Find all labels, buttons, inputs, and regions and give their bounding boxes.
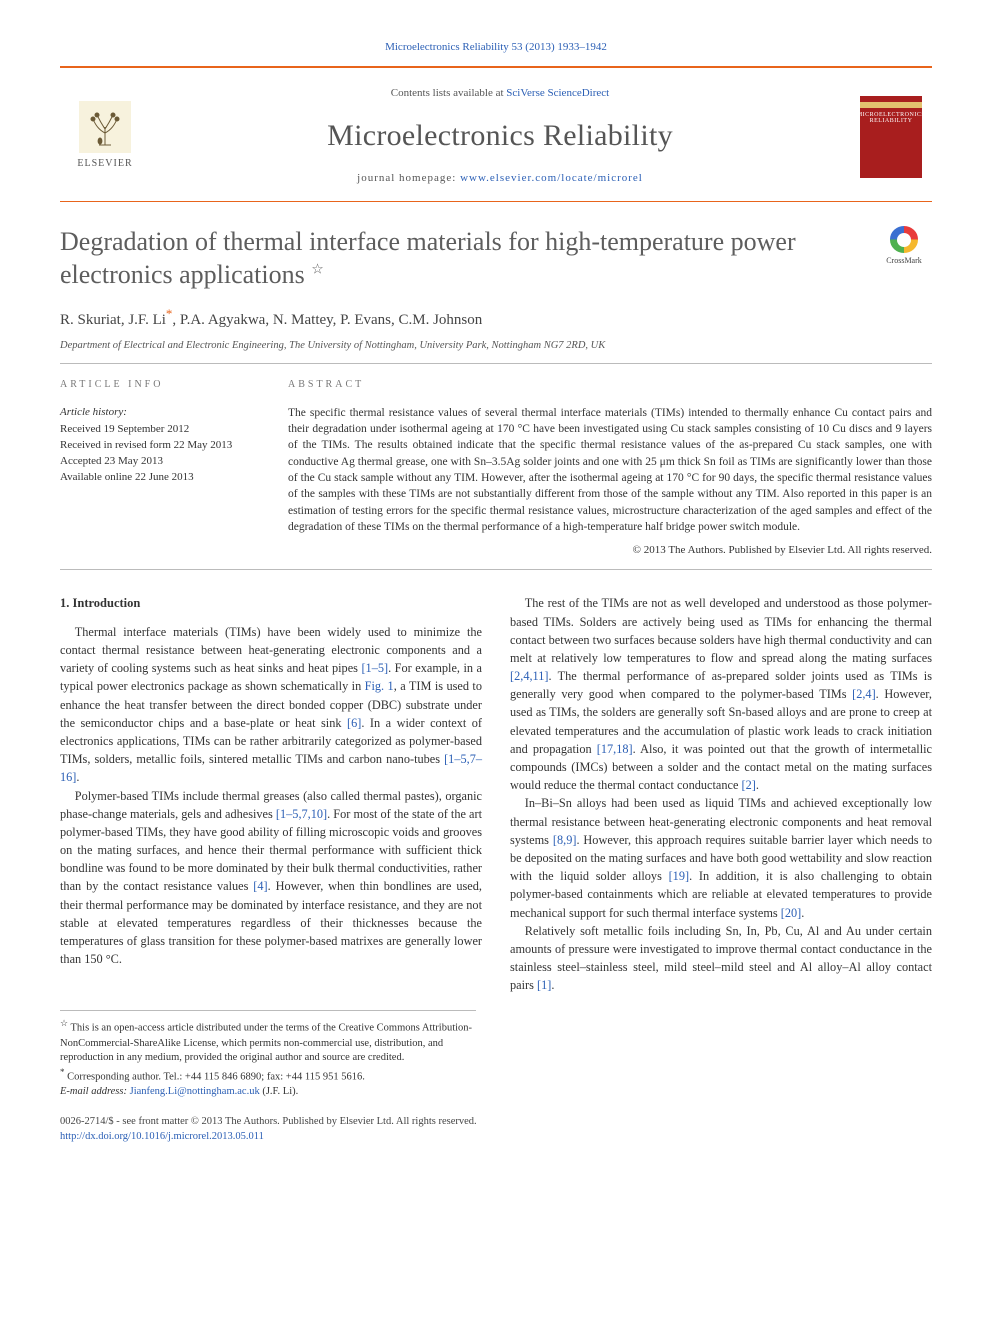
contents-available: Contents lists available at SciVerse Sci… xyxy=(140,86,860,102)
page-footer: 0026-2714/$ - see front matter © 2013 Th… xyxy=(60,1114,932,1144)
journal-header: ELSEVIER Contents lists available at Sci… xyxy=(60,86,932,201)
email-footnote: E-mail address: Jianfeng.Li@nottingham.a… xyxy=(60,1085,476,1100)
cite-17-18[interactable]: [17,18] xyxy=(597,742,633,756)
citation-link[interactable]: Microelectronics Reliability 53 (2013) 1… xyxy=(385,41,607,53)
authors-list: R. Skuriat, J.F. Li*, P.A. Agyakwa, N. M… xyxy=(60,305,932,332)
section-divider-2 xyxy=(60,569,932,570)
footnotes-block: ☆ This is an open-access article distrib… xyxy=(60,1010,476,1099)
intro-p1: Thermal interface materials (TIMs) have … xyxy=(60,623,482,787)
elsevier-logo[interactable]: ELSEVIER xyxy=(70,101,140,172)
journal-cover-thumbnail[interactable]: MICROELECTRONICS RELIABILITY xyxy=(860,96,922,178)
cite-1-5-7-10[interactable]: [1–5,7,10] xyxy=(276,807,327,821)
article-info-block: ARTICLE INFO Article history: Received 1… xyxy=(60,378,260,559)
crossmark-label: CrossMark xyxy=(886,255,922,267)
history-label: Article history: xyxy=(60,405,260,421)
history-revised: Received in revised form 22 May 2013 xyxy=(60,438,260,454)
cite-4[interactable]: [4] xyxy=(253,879,267,893)
abstract-heading: ABSTRACT xyxy=(288,378,932,393)
intro-heading: 1. Introduction xyxy=(60,594,482,613)
cite-6[interactable]: [6] xyxy=(347,716,361,730)
abstract-block: ABSTRACT The specific thermal resistance… xyxy=(288,378,932,559)
footer-copyright: 0026-2714/$ - see front matter © 2013 Th… xyxy=(60,1114,932,1129)
cite-1-5[interactable]: [1–5] xyxy=(361,661,388,675)
affiliation: Department of Electrical and Electronic … xyxy=(60,338,932,353)
cite-fig1[interactable]: Fig. 1 xyxy=(365,679,394,693)
history-received: Received 19 September 2012 xyxy=(60,422,260,438)
cover-text: MICROELECTRONICS RELIABILITY xyxy=(857,112,925,125)
article-info-heading: ARTICLE INFO xyxy=(60,378,260,393)
abstract-text: The specific thermal resistance values o… xyxy=(288,405,932,536)
citation-header: Microelectronics Reliability 53 (2013) 1… xyxy=(60,40,932,56)
license-footnote: ☆ This is an open-access article distrib… xyxy=(60,1017,476,1066)
elsevier-brand-text: ELSEVIER xyxy=(77,157,132,172)
title-footnote-marker: ☆ xyxy=(311,262,324,277)
abstract-copyright: © 2013 The Authors. Published by Elsevie… xyxy=(288,543,932,559)
cite-2-4[interactable]: [2,4] xyxy=(852,687,876,701)
journal-title: Microelectronics Reliability xyxy=(140,114,860,158)
elsevier-tree-icon xyxy=(79,101,131,153)
section-divider xyxy=(60,363,932,364)
article-title: Degradation of thermal interface materia… xyxy=(60,226,864,291)
cite-2b[interactable]: [2] xyxy=(742,778,756,792)
top-orange-rule xyxy=(60,66,932,68)
scidirect-link[interactable]: SciVerse ScienceDirect xyxy=(506,87,609,99)
intro-p2: Polymer-based TIMs include thermal greas… xyxy=(60,787,482,969)
cite-2-4-11[interactable]: [2,4,11] xyxy=(510,669,548,683)
intro-p4: The rest of the TIMs are not as well dev… xyxy=(510,594,932,794)
body-columns: 1. Introduction Thermal interface materi… xyxy=(60,594,932,994)
cite-19[interactable]: [19] xyxy=(669,869,690,883)
journal-homepage: journal homepage: www.elsevier.com/locat… xyxy=(140,171,860,187)
cite-20[interactable]: [20] xyxy=(781,906,802,920)
homepage-link[interactable]: www.elsevier.com/locate/microrel xyxy=(460,172,643,184)
crossmark-icon xyxy=(890,226,918,252)
cite-1[interactable]: [1] xyxy=(537,978,551,992)
intro-p6: Relatively soft metallic foils including… xyxy=(510,922,932,995)
history-accepted: Accepted 23 May 2013 xyxy=(60,454,260,470)
doi-link[interactable]: http://dx.doi.org/10.1016/j.microrel.201… xyxy=(60,1131,264,1142)
header-orange-rule xyxy=(60,201,932,202)
corresponding-footnote: * Corresponding author. Tel.: +44 115 84… xyxy=(60,1066,476,1085)
crossmark-badge[interactable]: CrossMark xyxy=(876,226,932,266)
cite-8-9[interactable]: [8,9] xyxy=(553,833,577,847)
email-link[interactable]: Jianfeng.Li@nottingham.ac.uk xyxy=(130,1086,260,1097)
intro-p5: In–Bi–Sn alloys had been used as liquid … xyxy=(510,794,932,921)
history-online: Available online 22 June 2013 xyxy=(60,470,260,486)
